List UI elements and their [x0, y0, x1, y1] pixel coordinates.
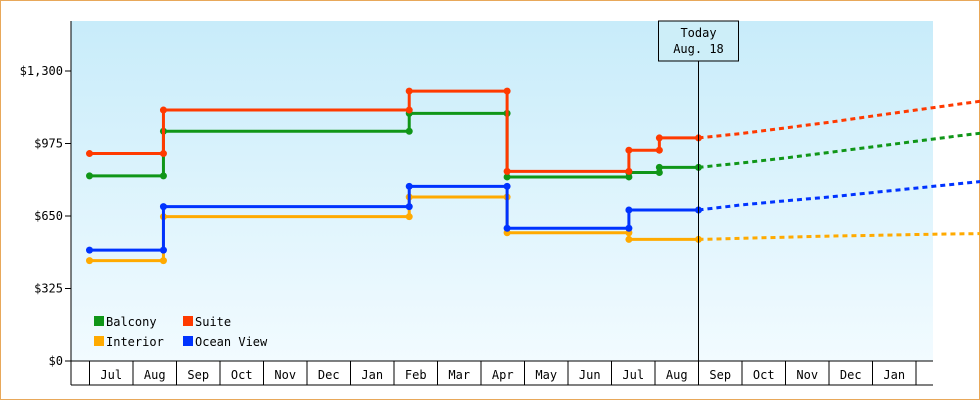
today-label-line2: Aug. 18 — [673, 42, 724, 56]
data-point — [656, 134, 663, 141]
data-point — [86, 172, 93, 179]
data-point — [504, 168, 511, 175]
data-point — [625, 225, 632, 232]
x-tick-label: Jan — [883, 368, 905, 382]
data-point — [656, 147, 663, 154]
data-point — [406, 88, 413, 95]
x-tick-label: Aug — [666, 368, 688, 382]
x-tick-label: Sep — [709, 368, 731, 382]
legend-label: Ocean View — [195, 335, 268, 349]
data-point — [406, 203, 413, 210]
x-tick-label: Oct — [231, 368, 253, 382]
legend-label: Interior — [106, 335, 164, 349]
y-tick-label: $0 — [49, 354, 63, 368]
x-tick-label: Aug — [144, 368, 166, 382]
data-point — [86, 150, 93, 157]
data-point — [86, 257, 93, 264]
y-tick-label: $325 — [34, 282, 63, 296]
x-tick-label: Nov — [796, 368, 818, 382]
x-tick-label: Jan — [361, 368, 383, 382]
legend-swatch — [183, 336, 193, 346]
data-point — [86, 247, 93, 254]
x-tick-label: Mar — [448, 368, 470, 382]
data-point — [406, 183, 413, 190]
data-point — [625, 147, 632, 154]
data-point — [625, 168, 632, 175]
legend-swatch — [183, 316, 193, 326]
data-point — [160, 107, 167, 114]
x-tick-label: Oct — [753, 368, 775, 382]
y-tick-label: $650 — [34, 209, 63, 223]
data-point — [160, 203, 167, 210]
legend-swatch — [94, 316, 104, 326]
x-tick-label: Sep — [187, 368, 209, 382]
x-tick-label: Nov — [274, 368, 296, 382]
x-tick-label: Dec — [318, 368, 340, 382]
x-tick-label: Jul — [100, 368, 122, 382]
data-point — [406, 128, 413, 135]
x-tick-label: Apr — [492, 368, 514, 382]
data-point — [656, 164, 663, 171]
x-tick-label: Jun — [579, 368, 601, 382]
plot-background — [71, 21, 933, 361]
data-point — [625, 236, 632, 243]
data-point — [160, 257, 167, 264]
today-label-line1: Today — [680, 26, 716, 40]
data-point — [406, 213, 413, 220]
y-tick-label: $1,300 — [20, 64, 63, 78]
data-point — [160, 247, 167, 254]
x-tick-label: May — [535, 368, 557, 382]
data-point — [504, 225, 511, 232]
data-point — [160, 172, 167, 179]
data-point — [160, 150, 167, 157]
legend-label: Balcony — [106, 315, 157, 329]
data-point — [504, 183, 511, 190]
data-point — [625, 206, 632, 213]
legend-swatch — [94, 336, 104, 346]
x-tick-label: Dec — [840, 368, 862, 382]
y-tick-label: $975 — [34, 137, 63, 151]
x-tick-label: Jul — [622, 368, 644, 382]
legend-label: Suite — [195, 315, 231, 329]
x-tick-label: Feb — [405, 368, 427, 382]
data-point — [406, 107, 413, 114]
data-point — [504, 88, 511, 95]
